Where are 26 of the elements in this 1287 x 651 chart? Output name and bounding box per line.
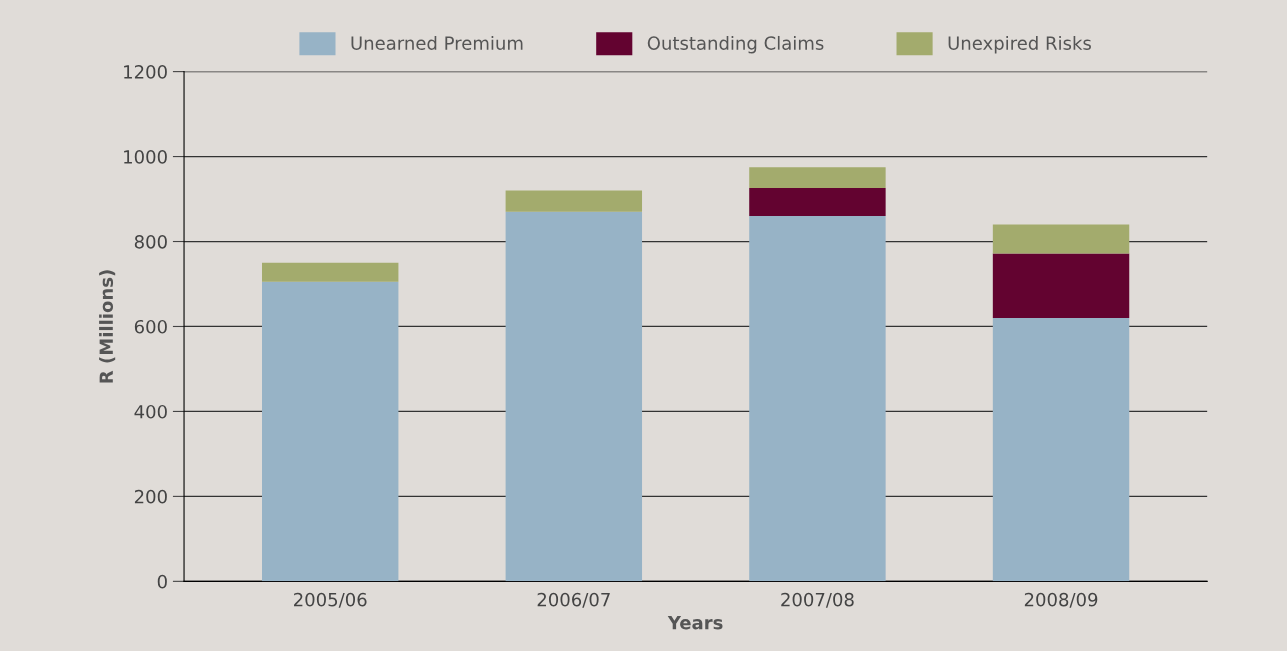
y-tick-label: 600	[134, 319, 167, 334]
y-tick-label: 0	[157, 574, 167, 589]
x-tick-label: 2006/07	[537, 592, 610, 608]
x-tick-label: 2007/08	[781, 592, 854, 608]
bar	[749, 167, 886, 188]
bar	[505, 211, 643, 582]
bar	[749, 216, 886, 582]
bar	[505, 190, 643, 212]
bar	[262, 281, 399, 582]
y-tick-label: 200	[134, 489, 167, 504]
bar	[992, 224, 1130, 254]
y-tick-label: 1200	[124, 65, 167, 79]
bar	[262, 262, 399, 282]
legend-label: Unearned Premium	[351, 35, 523, 50]
y-tick-label: 800	[134, 234, 167, 249]
x-tick-label: 2008/09	[1024, 592, 1098, 608]
x-tick-label: 2005/06	[294, 592, 367, 608]
y-tick-label: 1000	[124, 150, 167, 164]
x-axis-title: Years	[667, 616, 723, 630]
legend-label: Outstanding Claims	[647, 35, 824, 54]
y-tick-label: 400	[134, 404, 167, 419]
legend-label: Unexpired Risks	[948, 35, 1091, 54]
y-axis-title: R (Millions)	[99, 270, 116, 383]
bar	[992, 253, 1130, 318]
bar	[749, 188, 886, 217]
bar	[992, 317, 1130, 582]
